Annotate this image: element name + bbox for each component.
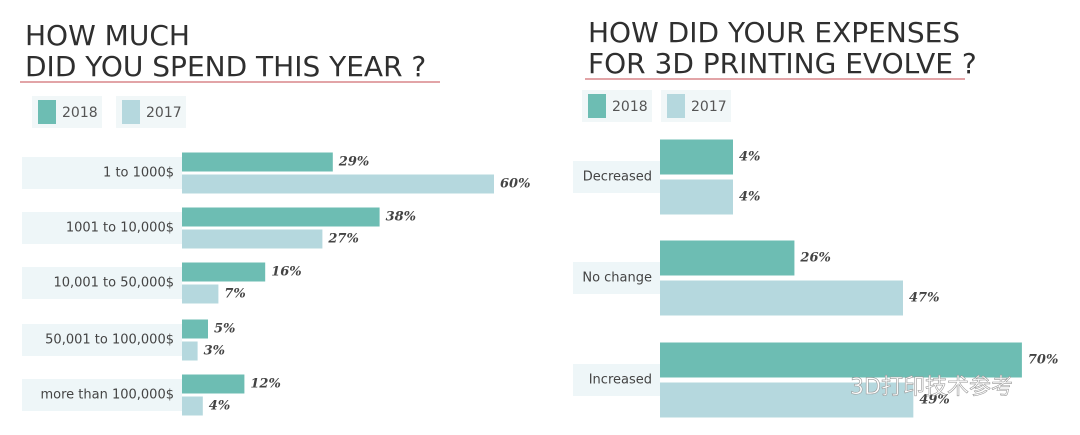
value-label: 29% <box>338 155 369 170</box>
value-label: 70% <box>1028 353 1058 368</box>
category-label: more than 100,000$ <box>40 388 174 403</box>
bar <box>182 319 208 339</box>
bar <box>182 174 494 194</box>
legend-label: 2017 <box>691 99 727 115</box>
bar <box>182 229 323 249</box>
bar <box>182 396 203 416</box>
bar <box>660 139 733 175</box>
chart-title: FOR 3D PRINTING EVOLVE ? <box>588 47 977 80</box>
legend-swatch <box>38 100 56 124</box>
bar <box>182 207 380 227</box>
category-label: 1001 to 10,000$ <box>66 221 174 236</box>
bar <box>182 152 333 172</box>
bar <box>660 280 903 316</box>
bar <box>660 179 733 215</box>
value-label: 4% <box>739 150 760 165</box>
category-box <box>22 157 182 189</box>
value-label: 4% <box>739 190 760 205</box>
chart-title: DID YOU SPEND THIS YEAR ? <box>25 50 426 83</box>
category-box <box>22 379 182 411</box>
value-label: 16% <box>271 265 301 280</box>
watermark: 3D打印技术参考 <box>850 375 1013 400</box>
category-label: 1 to 1000$ <box>103 166 174 181</box>
category-box <box>22 267 182 299</box>
category-label: Decreased <box>583 170 652 185</box>
bar <box>660 342 1022 378</box>
legend-label: 2018 <box>62 105 98 121</box>
value-label: 49% <box>919 393 949 408</box>
category-box <box>22 212 182 244</box>
legend-label: 2017 <box>146 105 182 121</box>
category-label: Increased <box>589 373 652 388</box>
bar <box>660 240 795 276</box>
bar <box>660 382 914 418</box>
value-label: 3% <box>204 344 225 359</box>
category-box <box>573 262 660 294</box>
value-label: 12% <box>250 377 280 392</box>
category-label: 50,001 to 100,000$ <box>45 333 174 348</box>
bar <box>182 262 266 282</box>
value-label: 47% <box>909 291 939 306</box>
value-label: 4% <box>209 399 230 414</box>
bar <box>182 374 245 394</box>
value-label: 5% <box>214 322 235 337</box>
category-box <box>573 364 660 396</box>
category-label: No change <box>582 271 652 286</box>
legend-swatch <box>588 94 606 118</box>
legend-swatch <box>122 100 140 124</box>
chart-title: HOW DID YOUR EXPENSES <box>588 16 960 49</box>
category-box <box>22 324 182 356</box>
legend-swatch <box>667 94 685 118</box>
bar <box>182 341 198 361</box>
value-label: 7% <box>224 287 245 302</box>
category-label: 10,001 to 50,000$ <box>53 276 174 291</box>
bar <box>182 284 219 304</box>
chart-title: HOW MUCH <box>25 19 190 52</box>
legend-label: 2018 <box>612 99 648 115</box>
value-label: 60% <box>500 177 530 192</box>
category-box <box>573 161 660 193</box>
value-label: 26% <box>799 251 830 266</box>
value-label: 27% <box>327 232 358 247</box>
value-label: 38% <box>386 210 416 225</box>
